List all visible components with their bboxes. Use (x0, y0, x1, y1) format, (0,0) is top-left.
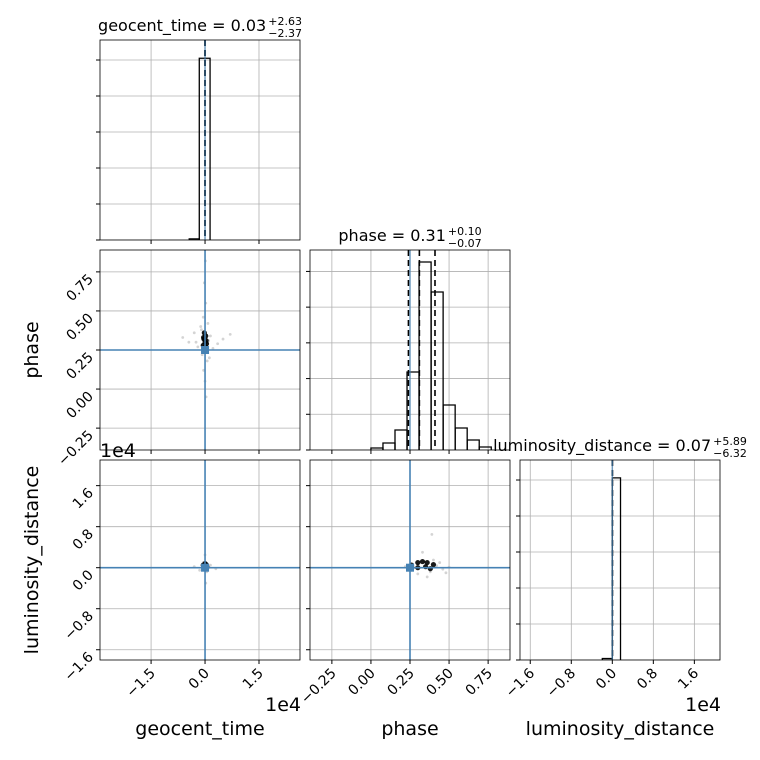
sample-point (444, 571, 448, 575)
y-tick-label: 0.75 (63, 271, 96, 304)
title-lower: −0.07 (448, 237, 482, 250)
y-tick-label: −0.25 (55, 428, 97, 470)
sample-point (438, 561, 442, 564)
sample-point (187, 340, 191, 344)
title-upper: +2.63 (268, 15, 302, 28)
panel-frame (519, 459, 721, 661)
sample-point (192, 331, 196, 335)
panel-title: luminosity_distance = 0.07 (493, 436, 711, 456)
sample-point (430, 562, 437, 568)
sample-point (196, 345, 200, 349)
y-tick-label: 0.00 (63, 389, 96, 422)
histogram-bin (382, 442, 396, 450)
y-tick-label: 0.0 (70, 567, 97, 594)
truth-marker (201, 346, 210, 354)
y-tick-label: 0.50 (63, 310, 96, 343)
y-axis-label: phase (21, 321, 43, 378)
panel (100, 250, 300, 450)
y-tick-label: 1.6 (70, 485, 97, 512)
x-tick-label: 0.75 (463, 666, 496, 699)
sample-point (200, 328, 203, 332)
histogram-bin (454, 427, 468, 450)
sample-point (206, 322, 210, 325)
x-tick-label: 0.0 (593, 666, 620, 693)
x-offset-label: 1e4 (685, 694, 721, 716)
histogram-bin (430, 291, 444, 450)
title-upper: +0.10 (448, 225, 482, 238)
title-lower: −6.32 (713, 447, 747, 460)
sample-point (432, 558, 435, 562)
x-tick-label: 1.5 (240, 666, 267, 693)
panel-frame (309, 459, 511, 661)
sample-point (181, 336, 185, 339)
y-tick-label: −1.6 (61, 649, 96, 684)
sample-point (221, 337, 225, 341)
histogram-bin (394, 429, 408, 450)
sample-point (201, 315, 205, 319)
sample-point (441, 567, 445, 571)
sample-point (211, 347, 215, 350)
y-offset-label: 1e4 (100, 440, 136, 462)
sample-point (207, 356, 211, 360)
sample-point (430, 532, 434, 536)
sample-point (228, 332, 232, 336)
sample-point (199, 325, 203, 328)
truth-marker (406, 563, 414, 572)
x-tick-label: 1.6 (675, 665, 702, 692)
panel-frame (99, 39, 301, 241)
x-tick-label: −1.5 (124, 666, 159, 701)
sample-point (416, 572, 420, 576)
x-tick-label: 0.0 (186, 666, 213, 693)
histogram-bin (611, 477, 622, 660)
title-lower: −2.37 (268, 27, 302, 40)
x-tick-label: −0.8 (544, 666, 579, 701)
panel-title: phase = 0.31 (338, 226, 445, 245)
y-tick-label: −0.8 (61, 608, 96, 643)
title-upper: +5.89 (713, 435, 747, 448)
sample-point (216, 342, 220, 346)
sample-point (209, 563, 212, 567)
x-axis-label: phase (381, 718, 438, 740)
x-tick-label: 0.8 (634, 666, 661, 693)
sample-point (205, 359, 209, 363)
x-axis-label: geocent_time (135, 718, 264, 740)
x-tick-label: 0.00 (345, 666, 378, 699)
panel-title: geocent_time = 0.03 (98, 16, 266, 36)
x-tick-label: −1.6 (503, 665, 538, 700)
sample-point (198, 568, 202, 572)
sample-point (424, 559, 430, 566)
panel (100, 40, 300, 240)
panel (520, 460, 720, 660)
sample-point (194, 340, 198, 344)
x-tick-label: −0.25 (298, 666, 340, 708)
sample-point (425, 575, 429, 579)
x-offset-label: 1e4 (265, 694, 301, 716)
histogram-bin (418, 261, 432, 450)
x-tick-label: 0.50 (424, 666, 457, 699)
sample-point (415, 559, 421, 566)
panel-frame (309, 249, 511, 451)
histogram-bin (466, 439, 480, 450)
y-tick-label: 0.25 (63, 350, 96, 383)
sample-point (421, 550, 424, 554)
truth-marker (201, 563, 210, 572)
sample-point (209, 334, 212, 338)
x-axis-label: luminosity_distance (526, 718, 715, 740)
panel-frame (99, 249, 301, 451)
y-axis-label: luminosity_distance (21, 466, 43, 655)
panel (310, 460, 510, 660)
x-tick-label: 0.25 (384, 666, 417, 699)
histogram-bin (478, 446, 492, 450)
panel (100, 460, 300, 660)
sample-point (419, 558, 426, 565)
panel (310, 250, 510, 450)
panel-frame (99, 459, 301, 661)
y-tick-label: 0.8 (70, 526, 97, 553)
